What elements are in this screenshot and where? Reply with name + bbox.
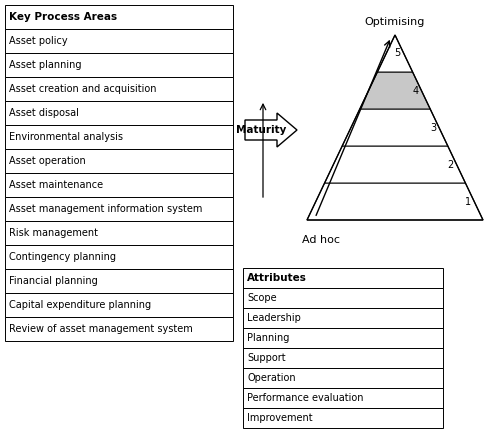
Polygon shape (245, 113, 297, 147)
Text: Asset planning: Asset planning (9, 60, 81, 70)
Text: Asset maintenance: Asset maintenance (9, 180, 103, 190)
Text: Risk management: Risk management (9, 228, 98, 238)
Polygon shape (307, 183, 483, 220)
Text: Review of asset management system: Review of asset management system (9, 324, 193, 334)
Bar (5, 245, 233, 269)
Polygon shape (360, 72, 430, 109)
Text: Asset policy: Asset policy (9, 36, 68, 46)
Text: Environmental analysis: Environmental analysis (9, 132, 123, 142)
Bar (243, 328, 443, 348)
Text: Asset disposal: Asset disposal (9, 108, 79, 118)
Text: Optimising: Optimising (365, 17, 425, 27)
Text: Capital expenditure planning: Capital expenditure planning (9, 300, 151, 310)
Text: Asset operation: Asset operation (9, 156, 86, 166)
Bar (5, 221, 233, 245)
Bar (5, 125, 233, 149)
Bar (243, 308, 443, 328)
Polygon shape (377, 35, 413, 72)
Bar (243, 388, 443, 408)
Bar (243, 348, 443, 368)
Bar (5, 197, 233, 221)
Text: Asset creation and acquisition: Asset creation and acquisition (9, 84, 156, 94)
Bar (5, 293, 233, 317)
Text: Contingency planning: Contingency planning (9, 252, 116, 262)
Bar (243, 268, 443, 288)
Text: Planning: Planning (247, 333, 290, 343)
Bar (5, 53, 233, 77)
Bar (243, 408, 443, 428)
Text: 1: 1 (465, 197, 471, 207)
Bar (5, 101, 233, 125)
Text: Support: Support (247, 353, 286, 363)
Text: Scope: Scope (247, 293, 277, 303)
Text: 3: 3 (430, 123, 436, 133)
Bar (5, 29, 233, 53)
Text: Maturity: Maturity (236, 125, 286, 135)
Bar (5, 317, 233, 341)
Text: 2: 2 (447, 160, 454, 170)
Text: 5: 5 (394, 48, 401, 58)
Text: Attributes: Attributes (247, 273, 307, 283)
Text: 4: 4 (413, 85, 418, 95)
Bar (5, 173, 233, 197)
Bar (5, 269, 233, 293)
Polygon shape (324, 146, 466, 183)
Polygon shape (342, 109, 448, 146)
Text: Performance evaluation: Performance evaluation (247, 393, 364, 403)
Text: Leadership: Leadership (247, 313, 301, 323)
Bar (5, 77, 233, 101)
Text: Operation: Operation (247, 373, 295, 383)
Bar (5, 5, 233, 29)
Text: Financial planning: Financial planning (9, 276, 98, 286)
Text: Key Process Areas: Key Process Areas (9, 12, 117, 22)
Bar (5, 149, 233, 173)
Text: Asset management information system: Asset management information system (9, 204, 202, 214)
Bar (243, 288, 443, 308)
Text: Ad hoc: Ad hoc (302, 235, 340, 245)
Bar (243, 368, 443, 388)
Text: Improvement: Improvement (247, 413, 313, 423)
